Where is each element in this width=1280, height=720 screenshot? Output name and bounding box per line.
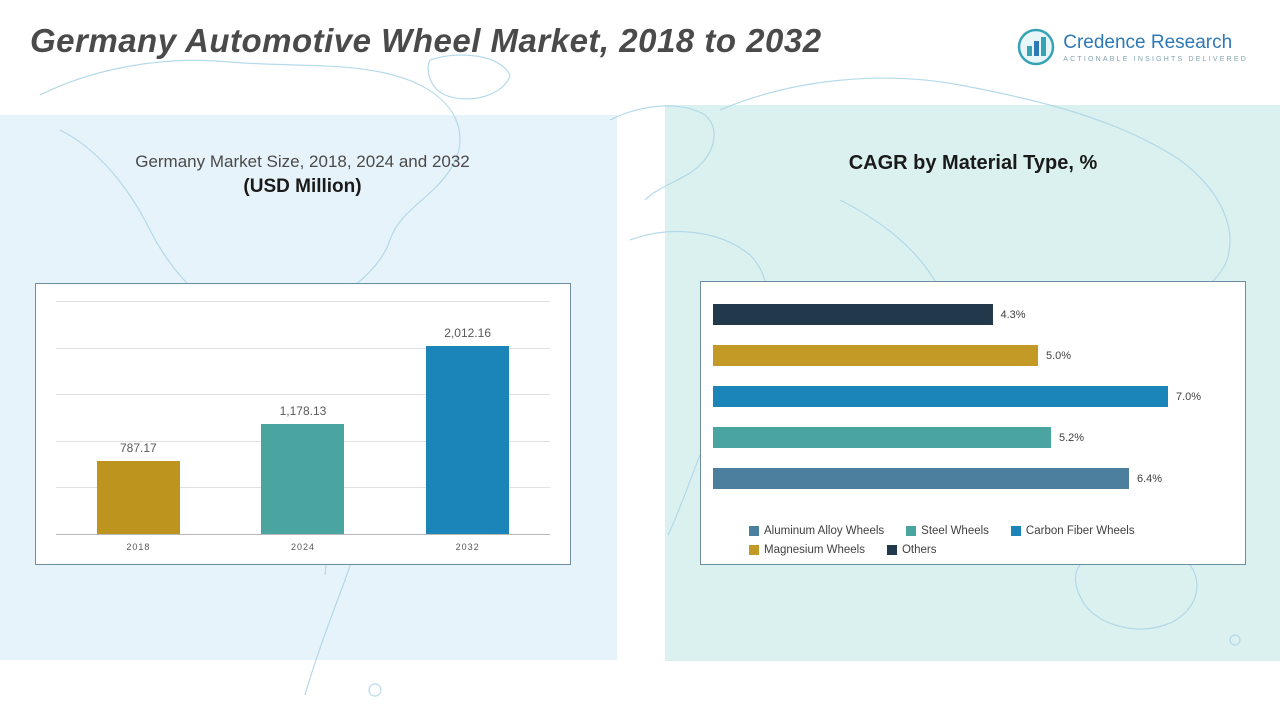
bar-value-label: 2,012.16: [444, 326, 491, 341]
category-label: 2018: [126, 542, 151, 552]
cagr-row-others: 4.3%: [713, 294, 1233, 335]
logo-text: Credence Research Actionable Insights De…: [1063, 32, 1248, 63]
legend-label: Steel Wheels: [921, 525, 989, 537]
market-size-plot: 787.17 1,178.13 2,012.16: [56, 301, 550, 535]
hbar: [713, 304, 993, 325]
legend-label: Carbon Fiber Wheels: [1025, 525, 1135, 537]
cagr-rows: 4.3% 5.0% 7.0% 5.2% 6.4%: [713, 294, 1233, 499]
bar-chart-logo-icon: [1017, 28, 1055, 66]
legend-item-magnesium-wheels: Magnesium Wheels: [749, 544, 865, 556]
brand-logo: Credence Research Actionable Insights De…: [1017, 28, 1248, 66]
legend-item-aluminum-alloy-wheels: Aluminum Alloy Wheels: [749, 525, 884, 537]
bar-value-label: 1,178.13: [279, 404, 327, 419]
logo-name: Credence Research: [1063, 31, 1233, 53]
gridline: [56, 534, 550, 535]
page-title: Germany Automotive Wheel Market, 2018 to…: [30, 22, 822, 59]
cagr-legend: Aluminum Alloy Wheels Steel Wheels Carbon …: [749, 525, 1235, 556]
hbar: [713, 345, 1038, 366]
hbar: [713, 468, 1129, 489]
market-size-chart-title: Germany Market Size, 2018, 2024 and 2032: [135, 152, 470, 171]
logo-tagline: Actionable Insights Delivered: [1063, 55, 1248, 63]
bar: [426, 346, 510, 534]
cagr-row-carbon-fiber-wheels: 7.0%: [713, 376, 1233, 417]
legend-item-others: Others: [886, 544, 937, 556]
hbar-value-label: 7.0%: [1176, 390, 1202, 403]
hbar: [713, 427, 1051, 448]
bar-2018: 787.17: [96, 301, 180, 534]
bar-value-label: 787.17: [119, 440, 157, 455]
bar-2032: 2,012.16: [426, 301, 510, 534]
legend-item-steel-wheels: Steel Wheels: [906, 525, 989, 537]
cagr-row-steel-wheels: 5.2%: [713, 417, 1233, 458]
legend-swatch: [1010, 526, 1021, 536]
legend-swatch: [906, 526, 917, 536]
hbar-value-label: 5.2%: [1059, 431, 1085, 444]
cagr-row-aluminum-alloy-wheels: 6.4%: [713, 458, 1233, 499]
cagr-chart-title: CAGR by Material Type, %: [848, 152, 1098, 174]
legend-label: Aluminum Alloy Wheels: [764, 525, 885, 537]
category-label: 2032: [455, 542, 480, 552]
legend-item-carbon-fiber-wheels: Carbon Fiber Wheels: [1010, 525, 1135, 537]
legend-swatch: [749, 526, 759, 536]
category-label: 2024: [290, 542, 315, 552]
bar: [261, 424, 345, 534]
hbar-value-label: 6.4%: [1137, 472, 1163, 485]
market-size-categories: 2018 2024 2032: [56, 542, 550, 552]
legend-label: Others: [901, 544, 937, 556]
cagr-row-magnesium-wheels: 5.0%: [713, 335, 1233, 376]
cagr-chart: 4.3% 5.0% 7.0% 5.2% 6.4% Aluminum Alloy Whee…: [700, 281, 1246, 565]
hbar-value-label: 5.0%: [1046, 349, 1072, 362]
bar-2024: 1,178.13: [261, 301, 345, 534]
hbar: [713, 386, 1168, 407]
legend-swatch: [886, 545, 897, 555]
market-size-chart: 787.17 1,178.13 2,012.16 2018 2024 2032: [35, 283, 571, 565]
legend-swatch: [749, 545, 759, 555]
hbar-value-label: 4.3%: [1000, 308, 1026, 321]
bar: [96, 460, 180, 534]
legend-label: Magnesium Wheels: [764, 544, 865, 556]
market-size-chart-subtitle: (USD Million): [243, 176, 362, 197]
